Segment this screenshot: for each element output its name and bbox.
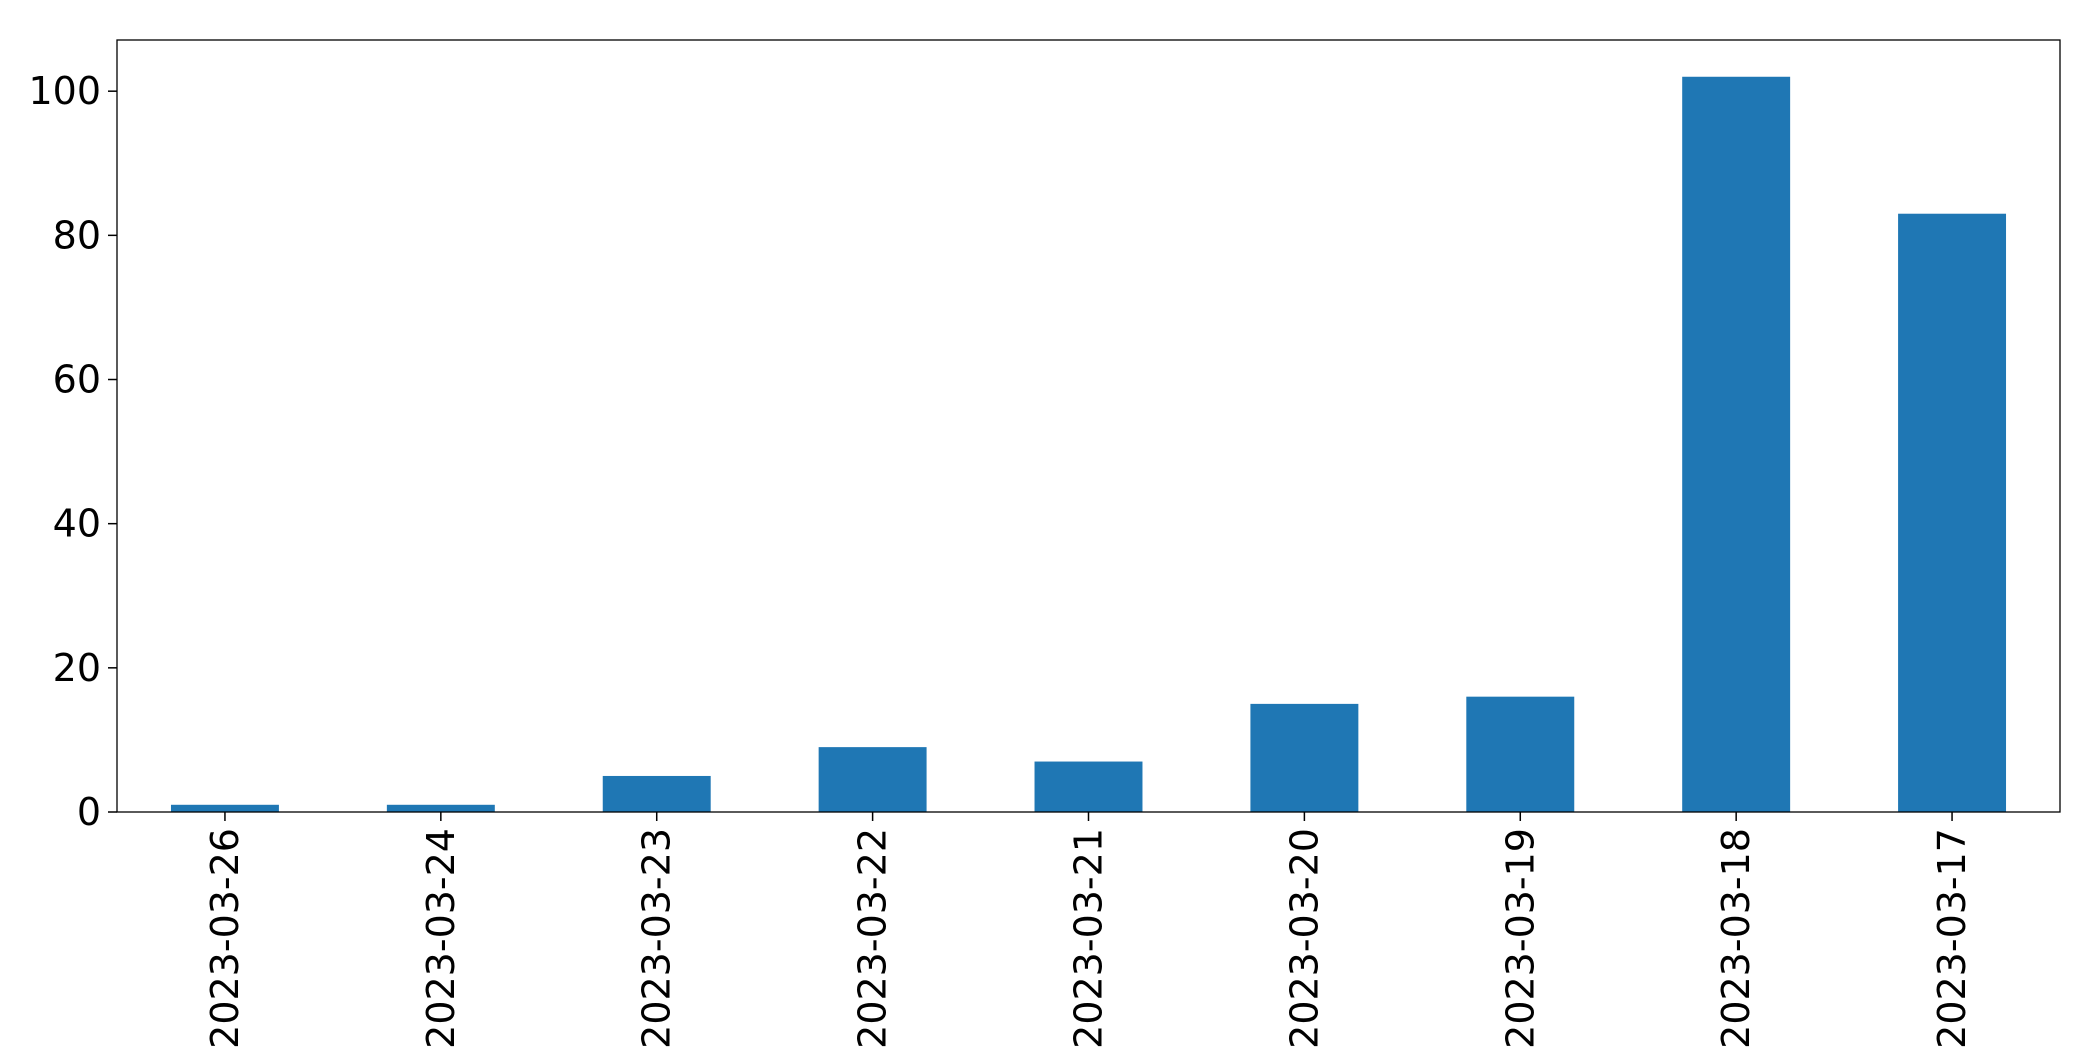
x-tick-label: 2023-03-22 <box>851 828 895 1049</box>
x-tick-label: 2023-03-17 <box>1930 828 1974 1049</box>
bar-2023-03-21 <box>1034 761 1143 812</box>
y-tick-label: 0 <box>77 790 101 834</box>
y-tick-label: 100 <box>28 69 101 113</box>
y-tick-label: 40 <box>53 502 101 546</box>
bar-2023-03-26 <box>170 804 279 812</box>
bar-2023-03-18 <box>1682 76 1791 812</box>
x-tick-label: 2023-03-18 <box>1714 828 1758 1049</box>
bar-2023-03-24 <box>386 804 495 812</box>
bar-2023-03-22 <box>818 747 927 812</box>
x-tick-label: 2023-03-19 <box>1498 828 1542 1049</box>
y-tick-label: 20 <box>53 646 101 690</box>
bar-2023-03-19 <box>1466 696 1575 812</box>
x-tick-label: 2023-03-23 <box>635 828 679 1049</box>
bar-2023-03-20 <box>1250 703 1359 812</box>
y-axis: 0 20 40 60 80 100 <box>28 69 117 834</box>
y-tick-label: 80 <box>53 213 101 257</box>
x-tick-label: 2023-03-20 <box>1282 828 1326 1049</box>
x-tick-label: 2023-03-21 <box>1067 828 1111 1049</box>
bar-2023-03-23 <box>602 775 711 812</box>
x-axis: 2023-03-26 2023-03-24 2023-03-23 2023-03-22… <box>203 812 1974 1049</box>
x-tick-label: 2023-03-26 <box>203 828 247 1049</box>
plot-frame <box>116 39 2061 813</box>
x-tick-label: 2023-03-24 <box>419 828 463 1049</box>
bars-group <box>170 76 2007 812</box>
bar-2023-03-17 <box>1898 213 2007 812</box>
y-tick-label: 60 <box>53 358 101 402</box>
